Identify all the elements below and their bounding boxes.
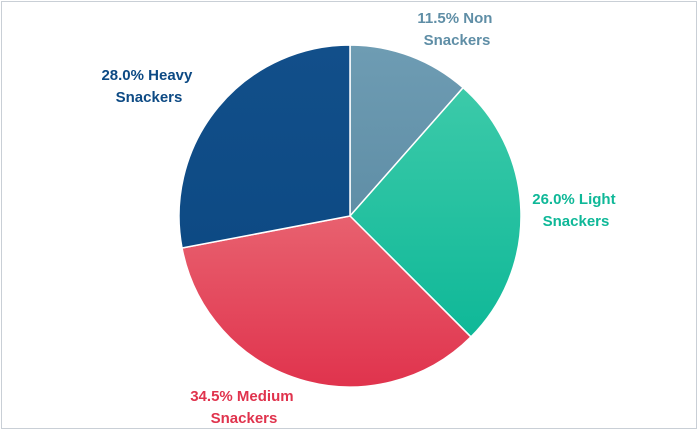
slice-label-heavy-snackers: 28.0% Heavy Snackers — [101, 67, 196, 106]
pie-slice-non-snackers — [349, 44, 465, 218]
slice-label-light-snackers: 26.0% Light Snackers — [532, 191, 620, 230]
slice-label-medium-snackers: 34.5% Medium Snackers — [190, 388, 298, 427]
slice-label-non-snackers: 11.5% Non Snackers — [417, 10, 496, 49]
pie-slice-heavy-snackers — [178, 44, 351, 249]
pie-slices — [178, 44, 522, 388]
pie-slice-medium-snackers — [181, 215, 472, 388]
pie-slice-light-snackers — [348, 86, 522, 338]
